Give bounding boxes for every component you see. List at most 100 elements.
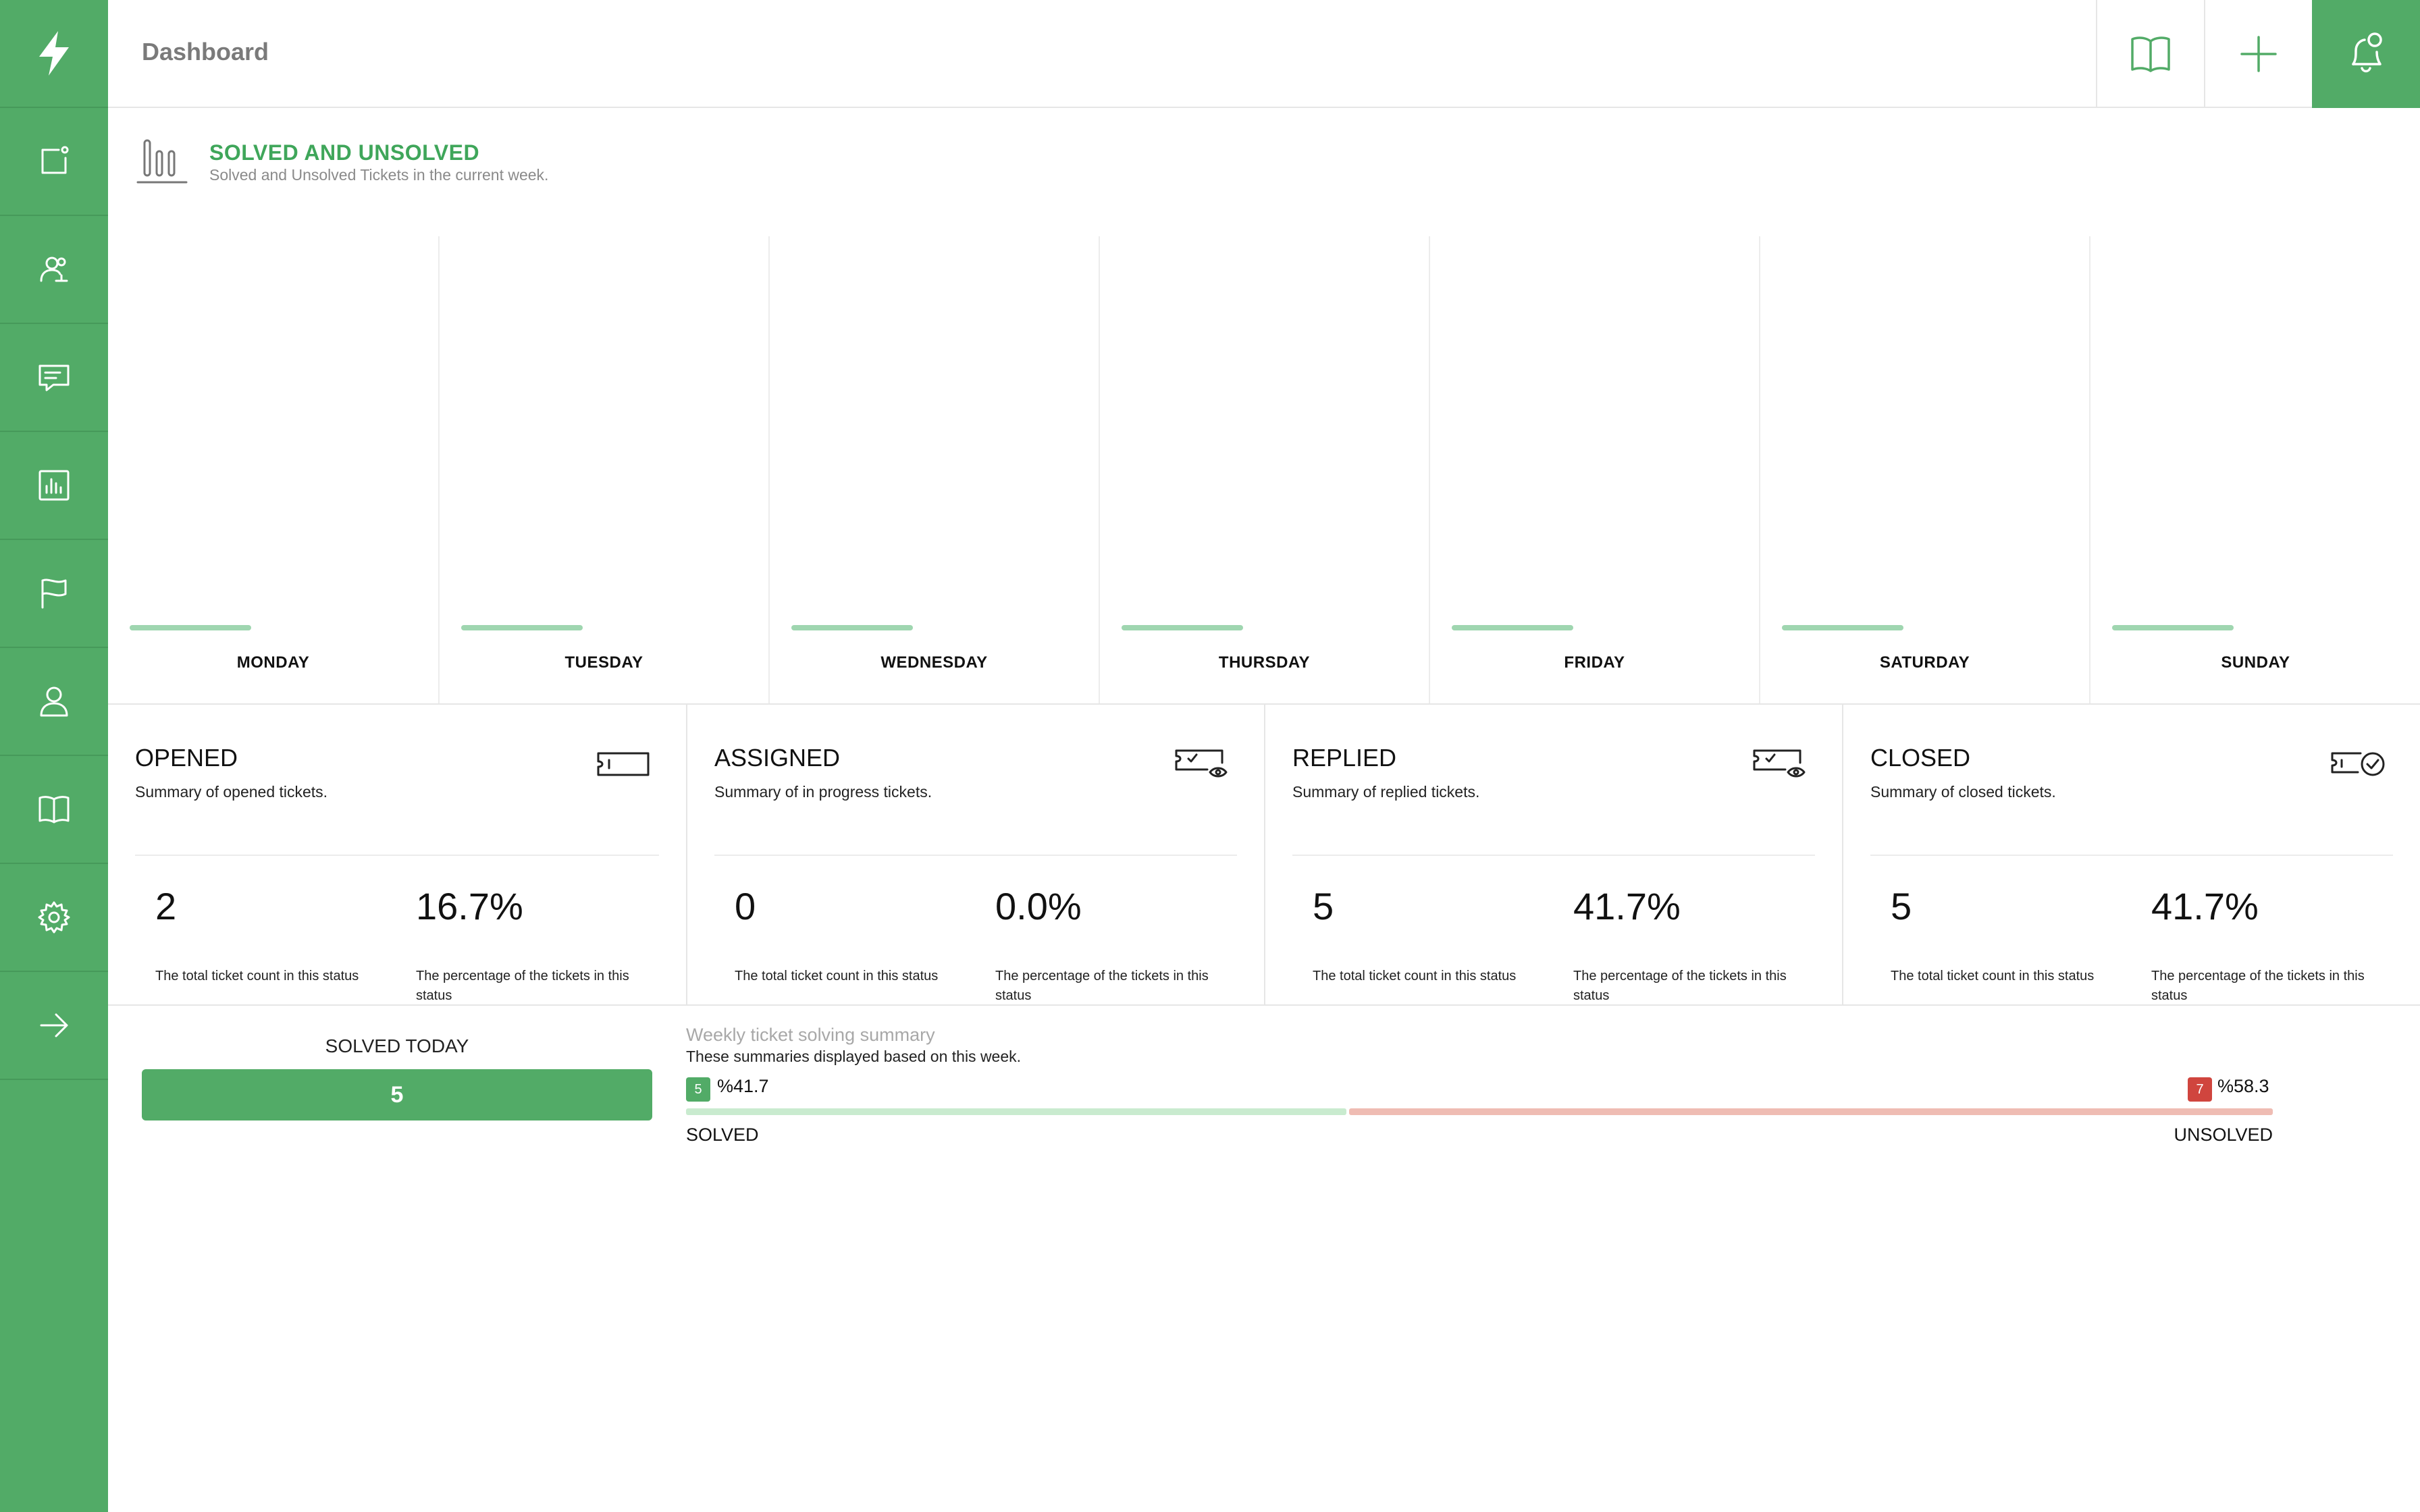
weekly-summary-title: Weekly ticket solving summary	[686, 1025, 935, 1045]
sidebar-item-teams[interactable]	[0, 216, 108, 324]
card-divider	[1292, 855, 1815, 856]
ticket-icon	[594, 745, 652, 783]
chart-bar[interactable]	[1452, 625, 1573, 630]
chart-subtitle: Solved and Unsolved Tickets in the curre…	[209, 166, 549, 184]
chart-bar[interactable]	[1782, 625, 1903, 630]
plus-icon	[2240, 36, 2277, 72]
chart-column-monday: MONDAY	[108, 236, 438, 703]
solved-today-label: SOLVED TODAY	[325, 1035, 469, 1056]
ticket-eye-icon	[1750, 745, 1808, 783]
ticket-percentage: 41.7%	[2151, 885, 2259, 927]
bar-chart-icon	[135, 135, 189, 189]
ticket-count: 5	[1891, 885, 1912, 927]
knowledge-base-button[interactable]	[2096, 0, 2204, 108]
card-opened: OPENED Summary of opened tickets. 2 The …	[108, 705, 686, 1006]
flag-icon	[41, 578, 67, 609]
chart-tick-label: MONDAY	[236, 653, 310, 672]
bolt-icon	[39, 31, 69, 76]
page-title: Dashboard	[142, 38, 269, 65]
ticket-count-note: The total ticket count in this status	[1313, 969, 1517, 983]
sidebar-item-knowledge[interactable]	[0, 756, 108, 864]
solved-percentage: %41.7	[717, 1076, 769, 1096]
sidebar-item-reports[interactable]	[0, 432, 108, 540]
chart-tick-label: WEDNESDAY	[880, 653, 988, 672]
ticket-count-note: The total ticket count in this status	[1891, 969, 2095, 983]
chart-bar[interactable]	[2112, 625, 2234, 630]
ticket-percentage-note: The percentage of the tickets in this st…	[416, 969, 629, 1003]
chart-column-tuesday: TUESDAY	[438, 236, 768, 703]
book-icon	[2131, 36, 2170, 72]
solved-progress-segment	[686, 1108, 1346, 1115]
card-closed: CLOSED Summary of closed tickets. 5 The …	[1842, 705, 2420, 1006]
ticket-percentage: 16.7%	[416, 885, 523, 927]
ticket-check-icon	[2328, 745, 2386, 783]
card-assigned: ASSIGNED Summary of in progress tickets.…	[686, 705, 1264, 1006]
add-ticket-button[interactable]	[2204, 0, 2312, 108]
ticket-percentage-note: The percentage of the tickets in this st…	[995, 969, 1209, 1003]
bell-icon	[2352, 32, 2382, 73]
notifications-button[interactable]	[2312, 0, 2420, 108]
sidebar-item-flags[interactable]	[0, 540, 108, 648]
ticket-percentage: 0.0%	[995, 885, 1082, 927]
card-title: REPLIED	[1292, 744, 1397, 772]
card-divider	[1870, 855, 2393, 856]
card-title: CLOSED	[1870, 744, 1971, 772]
chart-tick-label: SATURDAY	[1879, 653, 1970, 672]
chart-bar[interactable]	[130, 625, 251, 630]
sidebar-item-messages[interactable]	[0, 324, 108, 432]
chart-column-thursday: THURSDAY	[1099, 236, 1429, 703]
top-header: Dashboard	[108, 0, 2420, 108]
note-icon	[41, 146, 69, 174]
chart-tick-label: THURSDAY	[1218, 653, 1311, 672]
message-icon	[38, 364, 70, 392]
card-title: ASSIGNED	[714, 744, 841, 772]
chart-column-saturday: SATURDAY	[1759, 236, 2089, 703]
chart-bar[interactable]	[461, 625, 583, 630]
sidebar-logo[interactable]	[0, 0, 108, 108]
arrow-right-icon	[40, 1013, 68, 1037]
weekly-summary-subtitle: These summaries displayed based on this …	[686, 1048, 1022, 1065]
sidebar-item-logout[interactable]	[0, 972, 108, 1080]
unsolved-progress-segment	[1349, 1108, 2273, 1115]
ticket-count: 2	[155, 885, 177, 927]
ticket-percentage-note: The percentage of the tickets in this st…	[2151, 969, 2365, 1003]
ticket-count-note: The total ticket count in this status	[155, 969, 359, 983]
card-desc: Summary of closed tickets.	[1870, 783, 2056, 801]
chart-icon	[38, 470, 70, 501]
card-divider	[135, 855, 659, 856]
unsolved-caption: UNSOLVED	[2174, 1125, 2273, 1145]
ticket-count: 0	[735, 885, 756, 927]
book-icon	[38, 796, 70, 824]
solved-today-value: 5	[142, 1069, 652, 1120]
card-title: OPENED	[135, 744, 238, 772]
chart-tick-label: TUESDAY	[564, 653, 643, 672]
weekly-progress-bar	[686, 1108, 2273, 1115]
user-icon	[40, 686, 68, 717]
solved-caption: SOLVED	[686, 1125, 759, 1145]
sidebar	[0, 0, 108, 1512]
ticket-eye-icon	[1172, 745, 1230, 783]
chart-column-sunday: SUNDAY	[2089, 236, 2420, 703]
chart-column-friday: FRIDAY	[1429, 236, 1759, 703]
unsolved-count-badge: 7	[2188, 1077, 2212, 1102]
sidebar-item-settings[interactable]	[0, 864, 108, 972]
ticket-percentage: 41.7%	[1573, 885, 1681, 927]
chart-title: SOLVED AND UNSOLVED	[209, 140, 480, 165]
weekly-bar-chart: MONDAY TUESDAY WEDNESDAY THURSDAY FRIDAY SATU…	[108, 236, 2420, 703]
users-icon	[40, 256, 68, 282]
ticket-count: 5	[1313, 885, 1334, 927]
gear-icon	[38, 901, 70, 934]
sidebar-item-profile[interactable]	[0, 648, 108, 756]
sidebar-item-notes[interactable]	[0, 108, 108, 216]
card-divider	[714, 855, 1237, 856]
card-desc: Summary of replied tickets.	[1292, 783, 1480, 801]
solved-count-badge: 5	[686, 1077, 710, 1102]
ticket-percentage-note: The percentage of the tickets in this st…	[1573, 969, 1787, 1003]
chart-bar[interactable]	[1122, 625, 1243, 630]
ticket-count-note: The total ticket count in this status	[735, 969, 939, 983]
chart-bar[interactable]	[791, 625, 913, 630]
chart-tick-label: SUNDAY	[2221, 653, 2290, 672]
unsolved-percentage: %58.3	[2217, 1076, 2269, 1096]
card-desc: Summary of in progress tickets.	[714, 783, 932, 801]
card-desc: Summary of opened tickets.	[135, 783, 328, 801]
